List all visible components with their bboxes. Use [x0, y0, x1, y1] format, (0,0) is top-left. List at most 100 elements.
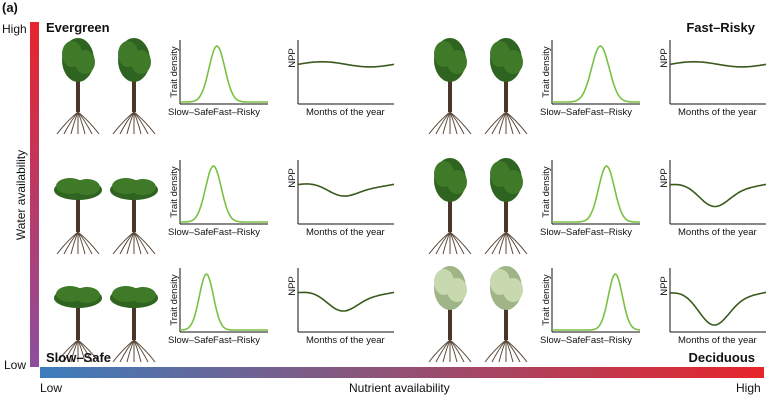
density-x-left-label: Slow–Safe [168, 227, 213, 238]
root-line [449, 339, 458, 363]
root-line [119, 111, 135, 135]
tree-canopy [130, 287, 156, 303]
density-y-label: Trait density [169, 46, 180, 98]
scenario-cell: Trait density Slow–Safe Fast–Risky NPP Month… [428, 158, 767, 255]
tree-roots [56, 231, 100, 255]
root-line [449, 231, 458, 255]
root-line [126, 231, 135, 255]
trait-density-curve [179, 272, 268, 331]
npp-x-label: Months of the year [306, 107, 385, 118]
tree-trunk [448, 192, 452, 232]
npp-x-label: Months of the year [678, 335, 757, 346]
root-line [63, 231, 79, 255]
x-axis-high-label: High [736, 381, 761, 395]
root-line [484, 231, 507, 255]
tree-trunk [448, 300, 452, 340]
density-y-label: Trait density [169, 166, 180, 218]
density-x-right-label: Fast–Risky [213, 335, 260, 346]
npp-x-label: Months of the year [306, 227, 385, 238]
root-line [77, 231, 86, 255]
root-line [133, 339, 156, 363]
npp-x-label: Months of the year [678, 107, 757, 118]
y-axis-low-label: Low [4, 358, 27, 372]
root-line [442, 111, 451, 135]
root-line [435, 111, 451, 135]
root-line [442, 231, 451, 255]
y-axis-high-label: High [2, 22, 27, 36]
root-line [505, 111, 514, 135]
root-line [112, 339, 135, 363]
root-line [56, 111, 79, 135]
root-line [505, 231, 528, 255]
npp-y-label: NPP [659, 48, 670, 68]
x-axis-title: Nutrient availability [349, 381, 450, 395]
tree-roots [484, 231, 528, 255]
npp-y-label: NPP [287, 168, 298, 188]
root-line [428, 339, 451, 363]
nutrient-availability-gradient-bar [40, 367, 764, 378]
density-y-label: Trait density [541, 166, 552, 218]
tree-canopy [74, 179, 100, 195]
tree-trunk [76, 72, 80, 112]
root-line [119, 231, 135, 255]
root-line [133, 231, 142, 255]
tree-canopy [130, 179, 156, 195]
npp-curve [669, 61, 767, 68]
root-line [77, 339, 86, 363]
tree-roots [56, 111, 100, 135]
npp-curve [297, 183, 395, 197]
npp-y-label: NPP [659, 168, 670, 188]
tree-trunk [504, 192, 508, 232]
tree-roots [484, 339, 528, 363]
y-axis-title: Water availability [14, 149, 28, 241]
root-line [126, 339, 135, 363]
root-line [498, 111, 507, 135]
tree-trunk [132, 72, 136, 112]
root-line [70, 111, 79, 135]
root-line [77, 339, 100, 363]
tree-canopy [447, 170, 467, 194]
root-line [435, 339, 451, 363]
root-line [126, 111, 135, 135]
npp-x-label: Months of the year [678, 227, 757, 238]
root-line [491, 339, 507, 363]
root-line [505, 339, 514, 363]
density-x-left-label: Slow–Safe [540, 335, 585, 346]
scenario-cell: Trait density Slow–Safe Fast–Risky NPP Month… [54, 268, 395, 363]
tree-canopy [131, 50, 151, 74]
root-line [435, 231, 451, 255]
root-line [119, 339, 135, 363]
root-line [70, 339, 79, 363]
npp-curve [669, 291, 767, 326]
tree-roots [428, 339, 472, 363]
root-line [505, 339, 528, 363]
density-x-left-label: Slow–Safe [168, 107, 213, 118]
tree-trunk [76, 192, 80, 232]
root-line [505, 231, 514, 255]
scenario-cell: Trait density Slow–Safe Fast–Risky NPP Month… [54, 160, 395, 255]
root-line [505, 111, 528, 135]
root-line [133, 339, 142, 363]
root-line [428, 111, 451, 135]
root-line [133, 111, 156, 135]
density-y-label: Trait density [169, 274, 180, 326]
corner-label-deciduous: Deciduous [688, 350, 755, 365]
root-line [484, 111, 507, 135]
root-line [56, 231, 79, 255]
density-y-label: Trait density [541, 46, 552, 98]
root-line [77, 111, 100, 135]
tree-trunk [76, 300, 80, 340]
root-line [133, 231, 156, 255]
tree-roots [56, 339, 100, 363]
density-x-right-label: Fast–Risky [585, 107, 632, 118]
tree-trunk [132, 300, 136, 340]
density-x-left-label: Slow–Safe [168, 335, 213, 346]
tree-trunk [504, 300, 508, 340]
scenario-cell: Trait density Slow–Safe Fast–Risky NPP Month… [428, 266, 767, 363]
tree-canopy [503, 278, 523, 302]
root-line [449, 231, 472, 255]
tree-canopy [75, 50, 95, 74]
npp-curve [297, 291, 395, 312]
density-x-right-label: Fast–Risky [213, 227, 260, 238]
